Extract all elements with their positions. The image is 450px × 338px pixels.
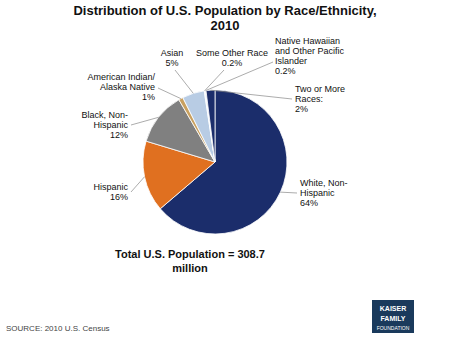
label-line: Native Hawaiian (275, 36, 340, 46)
slice-label: Hispanic16% (93, 182, 128, 202)
label-line: American Indian/ (87, 72, 155, 82)
slice (206, 90, 215, 162)
label-line: Hispanic (300, 188, 335, 198)
leader-line (131, 177, 145, 192)
pie (143, 90, 287, 234)
slice-label: Some Other Race0.2% (196, 48, 268, 68)
label-line: 0.2% (222, 58, 243, 68)
logo-box (372, 300, 414, 333)
source: SOURCE: 2010 U.S. Census (6, 324, 110, 333)
label-line: 64% (300, 198, 318, 208)
label-line: White, Non- (300, 178, 348, 188)
leader-line (280, 192, 297, 194)
slice-label: American Indian/Alaska Native1% (87, 72, 155, 102)
label-line: 2% (295, 104, 308, 114)
leader-line (158, 88, 181, 99)
label-line: Alaska Native (100, 82, 155, 92)
slice-label: White, Non-Hispanic64% (300, 178, 348, 208)
label-line: Black, Non- (81, 110, 128, 120)
chart: Distribution of U.S. Population by Race/… (0, 0, 450, 338)
label-line: Some Other Race (196, 48, 268, 58)
slice (205, 91, 215, 162)
logo: KAISER FAMILY FOUNDATION (372, 300, 414, 333)
labels: White, Non-Hispanic64%Hispanic16%Black, … (81, 36, 347, 208)
label-line: 0.2% (275, 66, 296, 76)
label-line: 1% (142, 92, 155, 102)
logo-text: FOUNDATION (377, 325, 410, 331)
logo-text: KAISER (380, 305, 406, 312)
label-line: 12% (110, 130, 128, 140)
label-line: 16% (110, 192, 128, 202)
leader-line (205, 70, 224, 91)
slice (183, 91, 215, 162)
leader-line (206, 62, 273, 91)
label-line: Races: (295, 94, 323, 104)
leader-line (175, 70, 193, 93)
label-line: Hispanic (93, 120, 128, 130)
label-line: 5% (165, 58, 178, 68)
logo-text: FAMILY (380, 315, 405, 322)
label-line: Islander (275, 56, 307, 66)
label-line: Asian (161, 48, 184, 58)
slice-label: Two or MoreRaces:2% (295, 84, 345, 114)
slice-label: Black, Non-Hispanic12% (81, 110, 128, 140)
label-line: and Other Pacific (275, 46, 345, 56)
slice-label: Native Hawaiianand Other PacificIslander… (275, 36, 345, 76)
label-line: Two or More (295, 84, 345, 94)
leader-line (131, 117, 159, 125)
subtitle: Total U.S. Population = 308.7million (115, 248, 265, 274)
leader-line (210, 90, 292, 99)
slice-label: Asian5% (161, 48, 184, 68)
title: Distribution of U.S. Population by Race/… (73, 3, 376, 33)
slice (204, 91, 215, 162)
label-line: Hispanic (93, 182, 128, 192)
